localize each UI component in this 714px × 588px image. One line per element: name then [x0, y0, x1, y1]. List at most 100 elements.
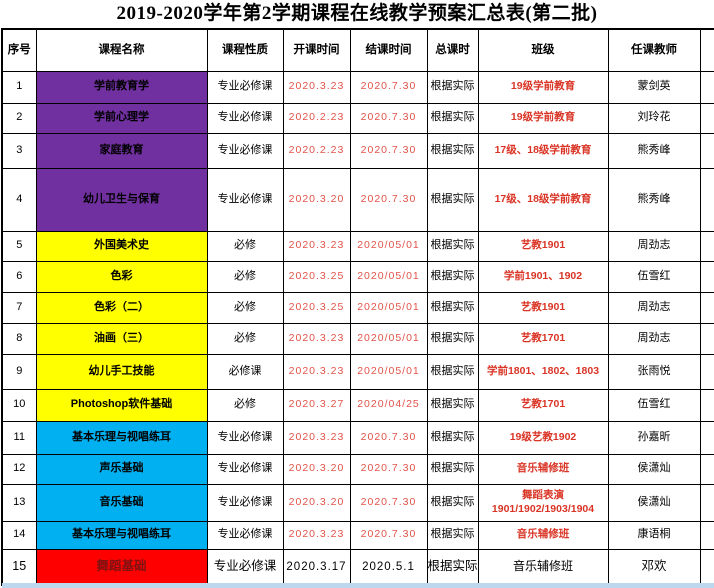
row-number-cell: 10 [1, 388, 37, 422]
table-row: 10 Photoshop软件基础 必修 2020.3.27 2020/04/25 根据实际… [1, 388, 714, 422]
total-hours-cell: 根据实际 [426, 230, 479, 262]
column-header-extra [699, 28, 714, 72]
end-date-cell: 2020.7.30 [349, 453, 428, 485]
empty-cell [699, 483, 714, 522]
end-date-cell: 2020/05/01 [349, 322, 428, 355]
course-nature-cell: 必修 [206, 230, 284, 262]
start-date-cell: 2020.3.23 [282, 353, 351, 390]
table-row: 6 色彩 必修 2020.3.25 2020/05/01 根据实际 学前1901、1902 伍… [1, 260, 714, 293]
row-number-cell: 2 [1, 102, 37, 134]
empty-cell [699, 353, 714, 390]
total-hours-cell: 根据实际 [426, 483, 479, 522]
column-header-3: 课程性质 [206, 28, 284, 72]
table-row: 8 油画（三） 必修 2020.3.23 2020/05/01 根据实际 艺教1701 周劲志 [1, 322, 714, 355]
total-hours-cell: 根据实际 [426, 260, 479, 293]
total-hours-cell: 根据实际 [426, 102, 479, 134]
empty-cell [699, 260, 714, 293]
table-body: 1 学前教育学 专业必修课 2020.3.23 2020.7.30 根据实际 19级学前教育… [1, 70, 714, 586]
row-number-cell: 4 [1, 167, 37, 232]
class-cell: 音乐辅修班 [477, 520, 609, 550]
start-date-cell: 2020.3.23 [282, 520, 351, 550]
row-number-cell: 8 [1, 322, 37, 355]
end-date-cell: 2020.7.30 [349, 167, 428, 232]
class-cell: 19级艺教1902 [477, 420, 609, 455]
teacher-cell: 侯潇灿 [607, 453, 701, 485]
course-nature-cell: 专业必修课 [206, 102, 284, 134]
course-nature-cell: 专业必修课 [206, 420, 284, 455]
table-row: 12 声乐基础 专业必修课 2020.3.20 2020.7.30 根据实际 音乐辅修班 侯潇… [1, 453, 714, 485]
empty-cell [699, 388, 714, 422]
course-name-cell: 音乐基础 [35, 483, 208, 522]
start-date-cell: 2020.3.20 [282, 453, 351, 485]
start-date-cell: 2020.3.20 [282, 167, 351, 232]
total-hours-cell: 根据实际 [426, 132, 479, 169]
column-header-7: 班级 [477, 28, 609, 72]
column-header-6: 总课时 [426, 28, 479, 72]
course-nature-cell: 必修 [206, 322, 284, 355]
table-row: 4 幼儿卫生与保育 专业必修课 2020.3.20 2020.7.30 根据实际 17级、1… [1, 167, 714, 232]
next-row-strip [2, 583, 714, 588]
teacher-cell: 周劲志 [607, 322, 701, 355]
table-row: 13 音乐基础 专业必修课 2020.3.20 2020.7.30 根据实际 舞蹈表演 19… [1, 483, 714, 522]
empty-cell [699, 420, 714, 455]
class-cell: 艺教1701 [477, 322, 609, 355]
table-row: 9 幼儿手工技能 必修课 2020.3.23 2020/05/01 根据实际 学前1801、… [1, 353, 714, 390]
teacher-cell: 熊秀峰 [607, 132, 701, 169]
table-row: 11 基本乐理与视唱练耳 专业必修课 2020.3.23 2020.7.30 根据实际 19… [1, 420, 714, 455]
class-cell: 音乐辅修班 [477, 548, 609, 586]
row-number-cell: 13 [1, 483, 37, 522]
class-cell: 19级学前教育 [477, 70, 609, 104]
course-nature-cell: 必修 [206, 388, 284, 422]
start-date-cell: 2020.3.23 [282, 420, 351, 455]
end-date-cell: 2020.7.30 [349, 132, 428, 169]
row-number-cell: 1 [1, 70, 37, 104]
total-hours-cell: 根据实际 [426, 70, 479, 104]
course-nature-cell: 必修 [206, 291, 284, 324]
row-number-cell: 6 [1, 260, 37, 293]
table-header: 序号 课程名称 课程性质 开课时间 结课时间 总课时 班级 任课教师 [1, 28, 714, 72]
empty-cell [699, 132, 714, 169]
end-date-cell: 2020/05/01 [349, 230, 428, 262]
class-cell: 艺教1901 [477, 230, 609, 262]
column-header-8: 任课教师 [607, 28, 701, 72]
course-name-cell: 家庭教育 [35, 132, 208, 169]
row-number-cell: 11 [1, 420, 37, 455]
end-date-cell: 2020/05/01 [349, 260, 428, 293]
course-nature-cell: 专业必修课 [206, 167, 284, 232]
total-hours-cell: 根据实际 [426, 453, 479, 485]
header-row: 序号 课程名称 课程性质 开课时间 结课时间 总课时 班级 任课教师 [1, 28, 714, 72]
class-cell: 艺教1901 [477, 291, 609, 324]
start-date-cell: 2020.3.17 [282, 548, 351, 586]
table-row: 5 外国美术史 必修 2020.3.23 2020/05/01 根据实际 艺教1901 周劲志 [1, 230, 714, 262]
end-date-cell: 2020.7.30 [349, 70, 428, 104]
end-date-cell: 2020/05/01 [349, 353, 428, 390]
total-hours-cell: 根据实际 [426, 322, 479, 355]
course-name-cell: 外国美术史 [35, 230, 208, 262]
empty-cell [699, 167, 714, 232]
course-nature-cell: 必修课 [206, 353, 284, 390]
class-cell: 音乐辅修班 [477, 453, 609, 485]
teacher-cell: 侯潇灿 [607, 483, 701, 522]
end-date-cell: 2020/04/25 [349, 388, 428, 422]
end-date-cell: 2020.7.30 [349, 102, 428, 134]
course-name-cell: 声乐基础 [35, 453, 208, 485]
course-name-cell: 幼儿卫生与保育 [35, 167, 208, 232]
teacher-cell: 刘玲花 [607, 102, 701, 134]
table-row: 3 家庭教育 专业必修课 2020.2.23 2020.7.30 根据实际 17级、18级学… [1, 132, 714, 169]
course-nature-cell: 专业必修课 [206, 132, 284, 169]
class-cell: 学前1801、1802、1803 [477, 353, 609, 390]
teacher-cell: 康语桐 [607, 520, 701, 550]
start-date-cell: 2020.3.27 [282, 388, 351, 422]
course-name-cell: 基本乐理与视唱练耳 [35, 420, 208, 455]
teacher-cell: 伍雪红 [607, 260, 701, 293]
table-row: 14 基本乐理与视唱练耳 专业必修课 2020.3.23 2020.7.30 根据实际 音乐… [1, 520, 714, 550]
course-name-cell: 幼儿手工技能 [35, 353, 208, 390]
empty-cell [699, 230, 714, 262]
column-header-1: 序号 [1, 28, 37, 72]
total-hours-cell: 根据实际 [426, 291, 479, 324]
end-date-cell: 2020.7.30 [349, 483, 428, 522]
start-date-cell: 2020.2.23 [282, 132, 351, 169]
end-date-cell: 2020.5.1 [349, 548, 428, 586]
teacher-cell: 周劲志 [607, 230, 701, 262]
column-header-2: 课程名称 [35, 28, 208, 72]
